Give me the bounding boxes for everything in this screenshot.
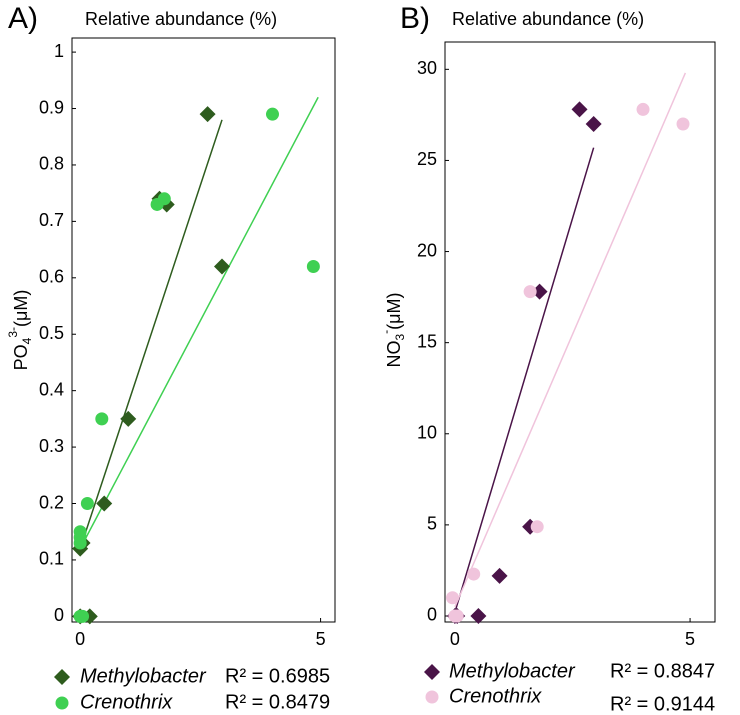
legend-marker [54, 669, 70, 685]
panel-label: B) [400, 2, 430, 35]
y-label-unit: (μM) [11, 290, 31, 327]
y-tick-label: 10 [417, 423, 437, 443]
point [306, 260, 320, 274]
point [73, 536, 87, 550]
panel-label: A) [8, 2, 38, 35]
point [95, 412, 109, 426]
x-tick-label: 5 [316, 629, 326, 649]
point [76, 609, 90, 623]
point [531, 283, 548, 300]
trend-line [454, 147, 595, 613]
point [450, 609, 464, 623]
y-tick-label: 0 [427, 605, 437, 625]
trend-line [79, 96, 319, 549]
y-tick-label: 15 [417, 331, 437, 351]
point [214, 258, 231, 275]
point [467, 567, 481, 581]
y-label-sub: 3 [393, 334, 407, 341]
x-tick-label: 0 [450, 629, 460, 649]
legend-marker [424, 664, 440, 680]
x-tick-label: 0 [75, 629, 85, 649]
y-label-sup: - [379, 330, 393, 334]
legend-marker [55, 696, 69, 710]
point [80, 497, 94, 511]
y-label-base: PO [11, 344, 31, 370]
y-label-base: NO [384, 341, 404, 368]
y-tick-label: 0.5 [39, 323, 64, 343]
y-tick-label: 0.6 [39, 267, 64, 287]
x-tick-label: 5 [685, 629, 695, 649]
y-tick-label: 0.7 [39, 210, 64, 230]
point [530, 520, 544, 534]
y-tick-label: 0.1 [39, 549, 64, 569]
y-label-unit: (μM) [384, 292, 404, 329]
y-tick-label: 0.4 [39, 379, 64, 399]
point [676, 117, 690, 131]
point [585, 115, 602, 132]
point [470, 607, 487, 624]
point [446, 591, 460, 605]
y-tick-label: 0.3 [39, 436, 64, 456]
r-squared: R² = 0.9144 [610, 693, 715, 715]
legend-label: Crenothrix [449, 685, 542, 707]
y-tick-label: 25 [417, 149, 437, 169]
point [491, 567, 508, 584]
plot-frame [444, 41, 716, 623]
y-axis-label: PO43-(μM) [6, 290, 34, 371]
chart-title: Relative abundance (%) [85, 9, 277, 29]
point [265, 107, 279, 121]
legend-marker [425, 690, 439, 704]
r-squared: R² = 0.8479 [225, 691, 330, 713]
y-label-sup: 3- [6, 327, 20, 338]
trend-line [79, 119, 223, 549]
y-tick-label: 1 [54, 41, 64, 61]
y-tick-label: 0.2 [39, 492, 64, 512]
y-axis-label: NO3-(μM) [379, 292, 407, 367]
point [571, 101, 588, 118]
legend-label: Methylobacter [449, 660, 576, 682]
point [96, 495, 113, 512]
y-tick-label: 20 [417, 240, 437, 260]
trend-line [454, 72, 687, 608]
y-tick-label: 0 [54, 605, 64, 625]
legend-label: Crenothrix [80, 691, 173, 713]
point [199, 106, 216, 123]
y-tick-label: 30 [417, 58, 437, 78]
y-label-sub: 4 [20, 337, 34, 344]
point [157, 192, 171, 206]
legend-label: Methylobacter [80, 665, 207, 687]
point [120, 410, 137, 427]
y-tick-label: 0.8 [39, 154, 64, 174]
y-tick-label: 5 [427, 514, 437, 534]
y-tick-label: 0.9 [39, 97, 64, 117]
r-squared: R² = 0.8847 [610, 660, 715, 682]
chart-title: Relative abundance (%) [452, 9, 644, 29]
point [523, 285, 537, 299]
r-squared: R² = 0.6985 [225, 665, 330, 687]
plot-frame [71, 37, 336, 623]
point [636, 102, 650, 116]
